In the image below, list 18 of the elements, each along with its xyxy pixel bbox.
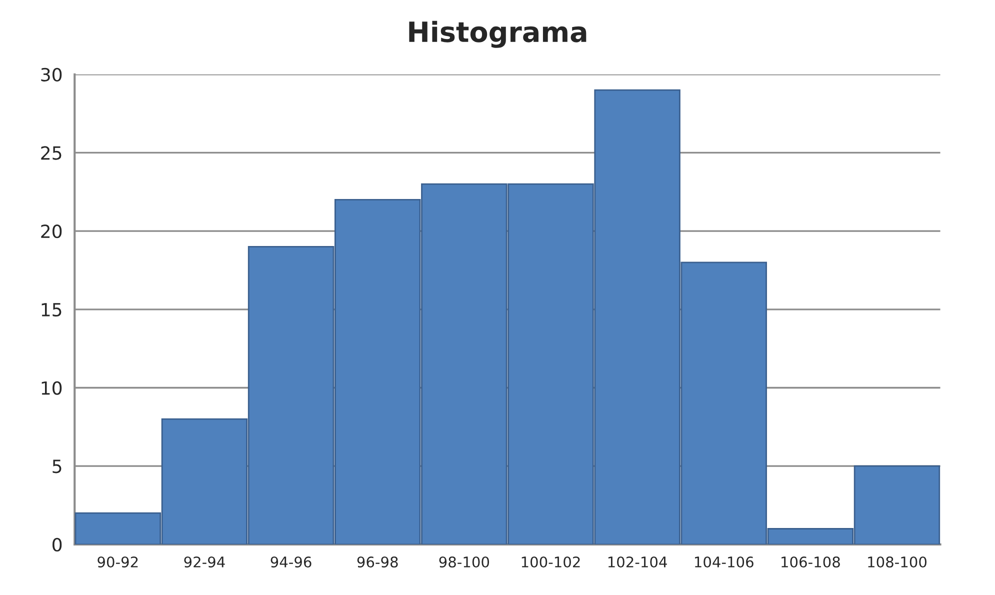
x-tick-label: 108-100 [868,556,926,568]
x-tick-label: 102-104 [608,556,667,568]
y-tick-label: 20 [41,224,62,238]
chart-title: Histograma [409,20,586,48]
y-tick-label: 10 [42,381,62,395]
y-tick-label: 30 [41,68,62,82]
x-tick-label: 96-98 [357,556,398,568]
x-tick-label: 94-96 [270,556,312,568]
x-tick-label: 98-100 [439,556,490,568]
y-tick-label: 0 [52,538,62,552]
x-tick-label: 106-108 [782,556,840,568]
y-tick-label: 25 [41,146,62,160]
x-tick-label: 100-102 [522,556,580,568]
x-tick-label: 104-106 [695,556,754,568]
x-tick-label: 92-94 [184,556,225,568]
y-tick-label: 5 [52,460,62,474]
x-tick-label: 90-92 [98,556,138,568]
y-tick-label: 15 [42,303,62,317]
